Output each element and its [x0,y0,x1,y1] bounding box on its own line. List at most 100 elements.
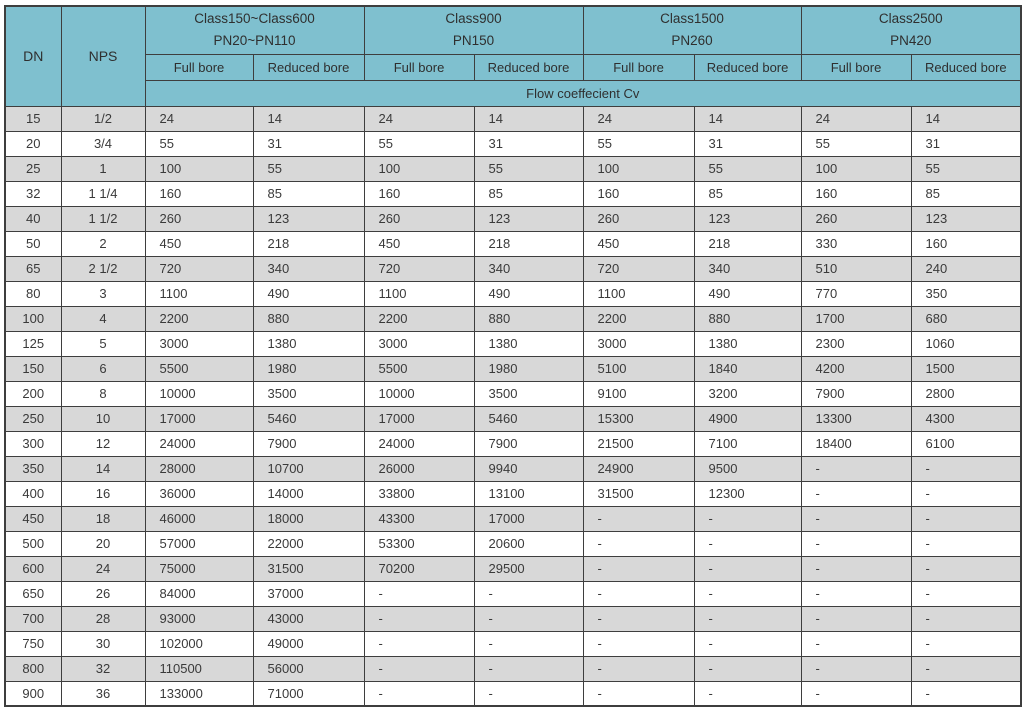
dn-cell: 100 [4,305,62,332]
cv-value-cell: 100 [144,155,254,182]
cv-value-cell: 490 [252,280,365,307]
cv-value-cell: 3500 [473,380,584,407]
cv-value-cell: 10700 [252,455,365,482]
cv-value-cell: 160 [910,230,1022,257]
cv-value-cell: 1060 [910,330,1022,357]
cv-value-cell: - [363,680,475,707]
flow-coefficient-table: DN NPS Class150~Class600 PN20~PN110 Clas… [4,5,1023,707]
cv-value-cell: 20600 [473,530,584,557]
reduced-bore-header: Reduced bore [252,53,365,81]
cv-value-cell: 85 [473,180,584,207]
cv-value-cell: - [910,580,1022,607]
cv-value-cell: 24900 [582,455,695,482]
cv-value-cell: 22000 [252,530,365,557]
dn-cell: 400 [4,480,62,507]
cv-value-cell: 70200 [363,555,475,582]
cv-value-cell: 1100 [582,280,695,307]
nps-cell: 1 1/2 [60,205,146,232]
nps-cell: 4 [60,305,146,332]
cv-value-cell: 14 [473,105,584,132]
cv-value-cell: 4300 [910,405,1022,432]
cv-value-cell: 3000 [144,330,254,357]
cv-value-cell: 2200 [144,305,254,332]
cv-value-cell: 880 [252,305,365,332]
cv-value-cell: 17000 [473,505,584,532]
cv-value-cell: 1980 [473,355,584,382]
cv-value-cell: - [800,630,912,657]
table-row: 800 32 110500 56000- - - - - - [4,655,1022,682]
cv-value-cell: 24 [363,105,475,132]
nps-column-header: NPS [60,5,146,107]
cv-value-cell: 123 [910,205,1022,232]
cv-value-cell: 1380 [693,330,802,357]
cv-value-cell: 36000 [144,480,254,507]
cv-value-cell: 720 [144,255,254,282]
cv-value-cell: 24 [582,105,695,132]
table-row: 900 36 133000 71000- - - - - - [4,680,1022,707]
cv-value-cell: 7900 [473,430,584,457]
cv-value-cell: 53300 [363,530,475,557]
class-label: Class900 [445,11,502,27]
cv-value-cell: 5460 [252,405,365,432]
cv-value-cell: 3500 [252,380,365,407]
nps-cell: 2 [60,230,146,257]
cv-value-cell: - [582,530,695,557]
cv-value-cell: - [693,605,802,632]
cv-value-cell: 7100 [693,430,802,457]
cv-value-cell: - [582,605,695,632]
cv-value-cell: - [363,580,475,607]
cv-value-cell: 720 [582,255,695,282]
table-header: DN NPS Class150~Class600 PN20~PN110 Clas… [4,5,1022,107]
cv-value-cell: 31 [473,130,584,157]
cv-value-cell: 55 [582,130,695,157]
cv-value-cell: 46000 [144,505,254,532]
nps-cell: 8 [60,380,146,407]
table-row: 125 5 3000 1380 3000 1380 3000 1380 2300 1060 [4,330,1022,357]
cv-value-cell: - [800,680,912,707]
table-row: 200 8 10000 3500 10000 3500 9100 3200 7900 2800 [4,380,1022,407]
cv-value-cell: 2800 [910,380,1022,407]
nps-cell: 30 [60,630,146,657]
nps-cell: 14 [60,455,146,482]
cv-value-cell: 37000 [252,580,365,607]
cv-value-cell: - [800,455,912,482]
cv-value-cell: 880 [473,305,584,332]
cv-value-cell: - [910,455,1022,482]
dn-cell: 20 [4,130,62,157]
cv-value-cell: 260 [582,205,695,232]
dn-cell: 700 [4,605,62,632]
cv-value-cell: 14 [910,105,1022,132]
nps-cell: 5 [60,330,146,357]
cv-value-cell: 24000 [363,430,475,457]
table-row: 20 3/4 55 31 55 31 55 31 55 31 [4,130,1022,157]
table-row: 750 30 102000 49000- - - - - - [4,630,1022,657]
cv-value-cell: - [910,480,1022,507]
cv-value-cell: 5500 [363,355,475,382]
flow-coefficient-label: Flow coeffecient Cv [144,79,1022,107]
dn-cell: 650 [4,580,62,607]
cv-value-cell: 84000 [144,580,254,607]
cv-value-cell: 770 [800,280,912,307]
cv-value-cell: - [693,580,802,607]
table-row: 32 1 1/4 160 85 160 85 160 85 160 85 [4,180,1022,207]
pn-label: PN150 [452,33,495,49]
bore-header-row: Full bore Reduced bore Full bore Reduced… [5,53,1022,81]
pn-label: PN20~PN110 [213,33,296,49]
table-row: 65 2 1/2 720 340 720 340 720 340 510 240 [4,255,1022,282]
cv-value-cell: 3000 [582,330,695,357]
nps-cell: 1/2 [60,105,146,132]
dn-cell: 350 [4,455,62,482]
cv-value-cell: - [910,555,1022,582]
cv-value-cell: - [910,505,1022,532]
cv-value-cell: - [800,580,912,607]
nps-cell: 1 1/4 [60,180,146,207]
cv-value-cell: 57000 [144,530,254,557]
dn-cell: 150 [4,355,62,382]
cv-value-cell: - [582,655,695,682]
table-row: 500 20 57000 22000 53300 20600- - - - [4,530,1022,557]
class-label: Class150~Class600 [194,11,315,27]
dn-cell: 800 [4,655,62,682]
cv-value-cell: 10000 [363,380,475,407]
table-row: 400 16 36000 14000 33800 13100 31500 12300- - [4,480,1022,507]
